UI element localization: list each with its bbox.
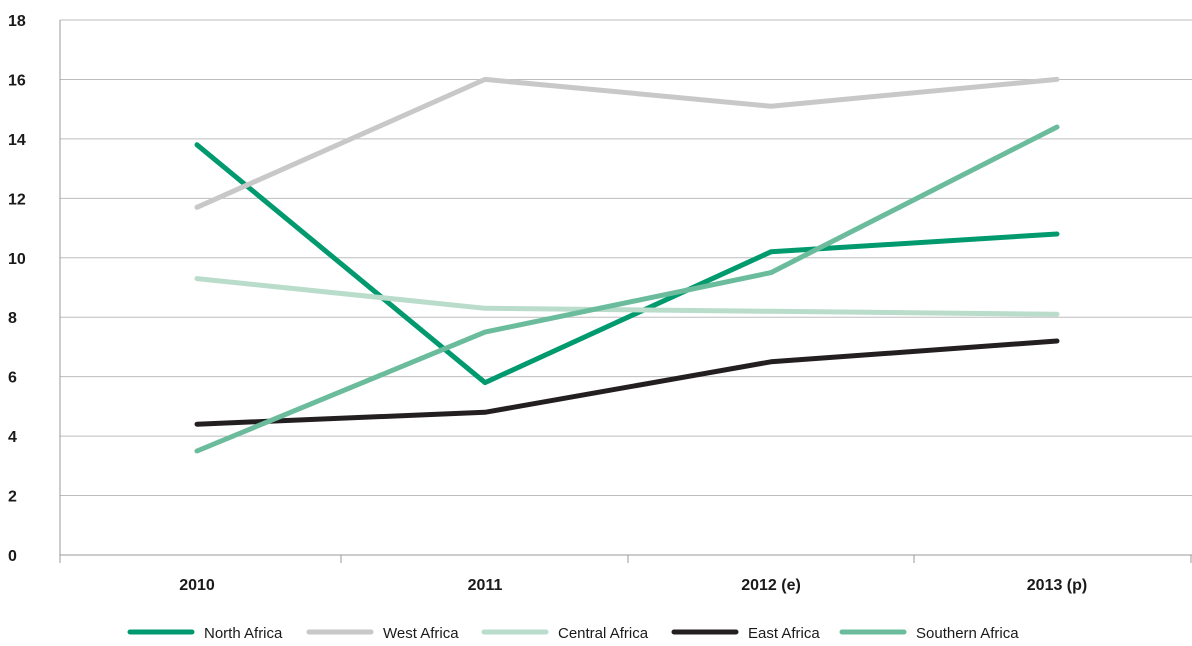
x-tick-label: 2013 (p) [1027, 577, 1087, 594]
series-line-southern-africa [194, 124, 1060, 454]
y-tick-label: 4 [8, 429, 17, 446]
series-line-west-africa [194, 76, 1060, 210]
x-axis: 2010 2011 2012 (e) 2013 (p) [59, 555, 1192, 594]
series-line-central-africa [194, 276, 1060, 317]
series-line-east-africa [194, 338, 1060, 427]
y-tick-label: 8 [8, 310, 17, 327]
y-tick-label: 18 [8, 13, 26, 30]
x-tick-label: 2012 (e) [741, 577, 801, 594]
series-lines [194, 76, 1060, 454]
legend-label: North Africa [204, 625, 283, 642]
x-tick-label: 2011 [468, 577, 503, 594]
y-tick-label: 10 [8, 251, 26, 268]
y-tick-label: 12 [8, 191, 26, 208]
legend-label: West Africa [383, 625, 459, 642]
legend-label: Southern Africa [916, 625, 1019, 642]
y-tick-label: 2 [8, 489, 17, 506]
legend: North Africa West Africa Central Africa Eas… [127, 625, 1019, 642]
x-tick-label: 2010 [179, 577, 215, 594]
legend-label: East Africa [748, 625, 820, 642]
y-tick-label: 6 [8, 370, 17, 387]
y-tick-label: 14 [8, 132, 26, 149]
series-line-north-africa [194, 142, 1060, 386]
gridlines [60, 19, 1192, 556]
y-axis: 0 2 4 6 8 10 12 14 16 18 [8, 13, 61, 565]
y-tick-label: 0 [8, 548, 17, 565]
legend-label: Central Africa [558, 625, 649, 642]
y-tick-label: 16 [8, 72, 26, 89]
